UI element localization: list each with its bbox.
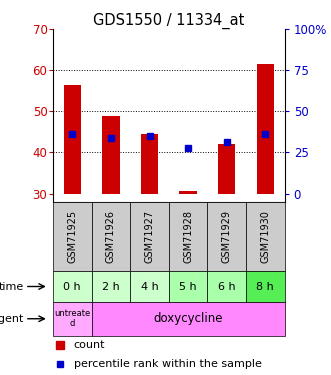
Bar [169, 271, 208, 302]
Text: 6 h: 6 h [218, 282, 236, 291]
Bar [64, 85, 81, 194]
Bar [92, 302, 285, 336]
Bar [257, 64, 274, 194]
Text: 0 h: 0 h [64, 282, 81, 291]
Title: GDS1550 / 11334_at: GDS1550 / 11334_at [93, 13, 245, 29]
Text: 4 h: 4 h [141, 282, 158, 291]
Text: 2 h: 2 h [102, 282, 120, 291]
Bar [141, 134, 158, 194]
Text: untreate
d: untreate d [54, 309, 90, 328]
Text: GSM71930: GSM71930 [260, 210, 270, 263]
Bar [102, 116, 119, 194]
Bar [92, 271, 130, 302]
Text: percentile rank within the sample: percentile rank within the sample [74, 359, 262, 369]
Bar [53, 271, 92, 302]
Text: agent: agent [0, 314, 24, 324]
Text: count: count [74, 340, 105, 350]
Text: GSM71929: GSM71929 [222, 210, 232, 263]
Text: 5 h: 5 h [179, 282, 197, 291]
Text: doxycycline: doxycycline [153, 312, 223, 325]
Bar [208, 271, 246, 302]
Text: GSM71928: GSM71928 [183, 210, 193, 263]
Bar [246, 271, 285, 302]
Bar [246, 202, 285, 271]
Bar [169, 202, 208, 271]
Bar [53, 302, 92, 336]
Bar [130, 271, 169, 302]
Bar [179, 192, 197, 194]
Text: GSM71927: GSM71927 [145, 210, 155, 263]
Bar [208, 202, 246, 271]
Text: time: time [0, 282, 24, 291]
Bar [218, 144, 235, 194]
Text: GSM71925: GSM71925 [67, 210, 77, 263]
Bar [92, 202, 130, 271]
Bar [53, 202, 92, 271]
Text: 8 h: 8 h [257, 282, 274, 291]
Bar [130, 202, 169, 271]
Text: GSM71926: GSM71926 [106, 210, 116, 263]
